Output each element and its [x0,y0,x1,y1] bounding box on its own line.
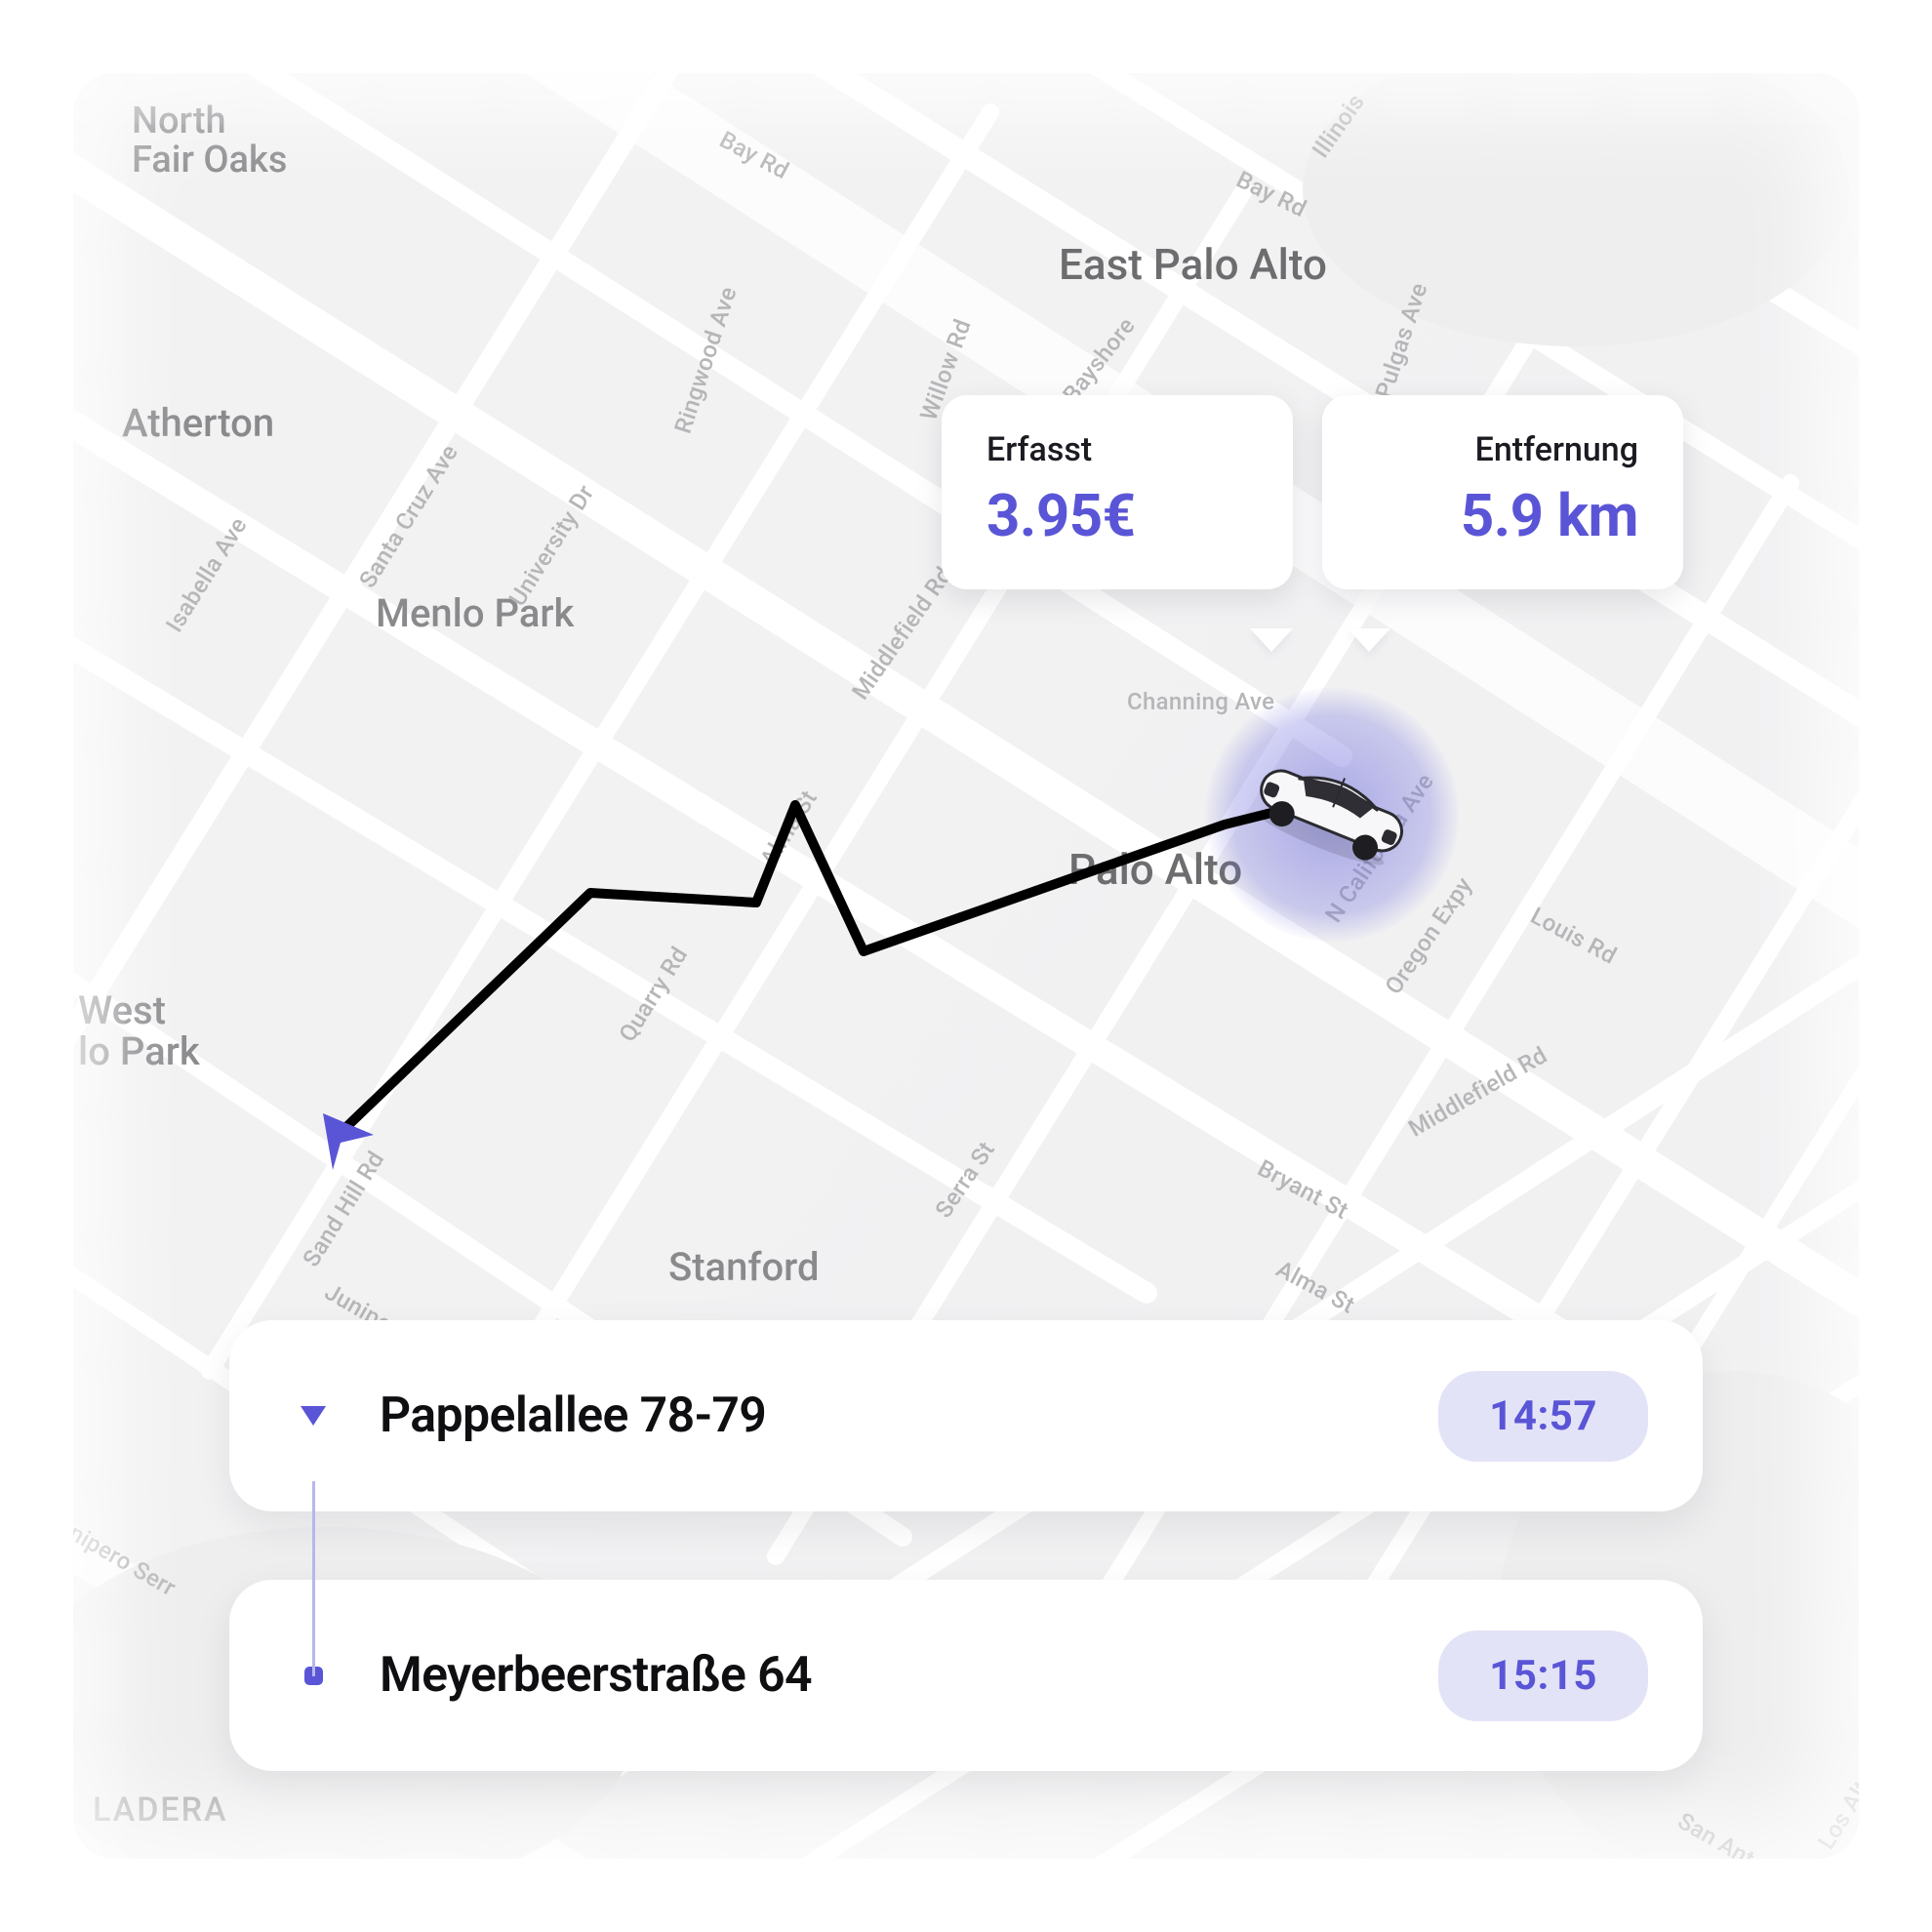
origin-marker-icon [313,1106,383,1176]
origin-icon [284,1406,342,1426]
distance-value: 5.9 km [1367,481,1638,550]
distance-label: Entfernung [1367,430,1638,469]
destination-time-pill: 15:15 [1438,1630,1648,1721]
origin-time-pill: 14:57 [1438,1371,1648,1462]
distance-tooltip-tail [1348,628,1390,652]
stop-card-destination[interactable]: Meyerbeerstraße 64 15:15 [229,1580,1703,1771]
stop-card-origin[interactable]: Pappelallee 78-79 14:57 [229,1320,1703,1511]
fare-tooltip: Erfasst 3.95€ [942,395,1293,589]
stops-connector [312,1481,315,1676]
route-stops: Pappelallee 78-79 14:57 Meyerbeerstraße … [229,1320,1703,1771]
distance-tooltip: Entfernung 5.9 km [1322,395,1683,589]
ride-map-card: North Fair Oaks East Palo Alto Atherton … [73,73,1859,1859]
fare-tooltip-tail [1250,628,1293,652]
fare-value: 3.95€ [986,481,1248,550]
fare-label: Erfasst [986,430,1248,469]
origin-address: Pappelallee 78-79 [342,1388,1438,1444]
destination-address: Meyerbeerstraße 64 [342,1647,1438,1704]
